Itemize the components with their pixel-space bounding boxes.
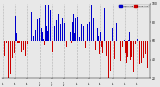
Bar: [31, 12, 32, 41]
Bar: [33, 36, 34, 41]
Bar: [16, 33, 17, 41]
Bar: [139, 41, 140, 64]
Bar: [93, 18, 94, 41]
Bar: [143, 41, 144, 58]
Bar: [4, 41, 5, 56]
Bar: [12, 41, 13, 58]
Bar: [21, 41, 22, 52]
Bar: [91, 5, 92, 41]
Bar: [6, 41, 7, 43]
Bar: [133, 41, 134, 72]
Bar: [35, 30, 36, 41]
Bar: [11, 41, 12, 53]
Bar: [8, 41, 9, 80]
Bar: [72, 22, 73, 41]
Bar: [77, 17, 78, 41]
Bar: [52, 41, 53, 52]
Bar: [128, 40, 129, 41]
Bar: [97, 28, 98, 41]
Bar: [119, 41, 120, 61]
Bar: [89, 22, 90, 41]
Bar: [71, 41, 72, 43]
Bar: [101, 41, 102, 47]
Bar: [141, 41, 142, 63]
Bar: [7, 41, 8, 59]
Bar: [81, 24, 82, 41]
Bar: [83, 26, 84, 41]
Bar: [41, 28, 42, 41]
Legend: Above Avg, Below Avg: Above Avg, Below Avg: [119, 5, 149, 7]
Bar: [114, 41, 115, 59]
Bar: [63, 23, 64, 41]
Bar: [25, 41, 26, 56]
Bar: [126, 41, 127, 63]
Bar: [60, 24, 61, 41]
Bar: [127, 41, 128, 57]
Bar: [124, 40, 125, 41]
Bar: [20, 41, 21, 70]
Bar: [10, 41, 11, 74]
Bar: [67, 41, 68, 43]
Bar: [62, 18, 63, 41]
Bar: [66, 41, 67, 47]
Bar: [49, 30, 50, 41]
Bar: [145, 41, 146, 54]
Bar: [42, 32, 43, 41]
Bar: [14, 41, 15, 53]
Bar: [106, 41, 107, 56]
Bar: [23, 41, 24, 50]
Bar: [76, 21, 77, 41]
Bar: [85, 41, 86, 48]
Bar: [116, 23, 117, 41]
Bar: [64, 23, 65, 41]
Bar: [80, 41, 81, 51]
Bar: [136, 41, 137, 54]
Bar: [56, 20, 57, 41]
Bar: [50, 10, 51, 41]
Bar: [147, 41, 148, 68]
Bar: [45, 5, 46, 41]
Bar: [105, 41, 106, 52]
Bar: [110, 41, 111, 71]
Bar: [46, 26, 47, 41]
Bar: [102, 41, 103, 53]
Bar: [70, 32, 71, 41]
Bar: [98, 36, 99, 41]
Bar: [87, 24, 88, 41]
Bar: [129, 32, 130, 41]
Bar: [108, 41, 109, 83]
Bar: [17, 41, 18, 43]
Bar: [122, 41, 123, 47]
Bar: [54, 26, 55, 41]
Bar: [19, 41, 20, 43]
Bar: [112, 28, 113, 41]
Bar: [120, 41, 121, 61]
Bar: [27, 41, 28, 44]
Bar: [123, 41, 124, 42]
Bar: [58, 14, 59, 41]
Bar: [37, 19, 38, 41]
Bar: [73, 14, 74, 41]
Bar: [131, 41, 132, 57]
Bar: [132, 41, 133, 68]
Bar: [79, 37, 80, 41]
Bar: [15, 17, 16, 41]
Bar: [24, 25, 25, 41]
Bar: [137, 39, 138, 41]
Bar: [75, 18, 76, 41]
Bar: [135, 41, 136, 44]
